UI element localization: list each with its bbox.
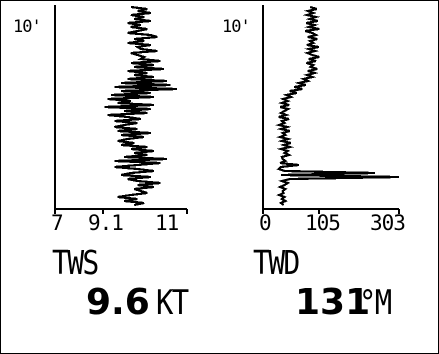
- tws-unit: KT: [156, 283, 189, 323]
- tws-trace: [104, 5, 178, 207]
- twd-tick-mid: 105: [305, 211, 341, 235]
- twd-ymax-label: 10': [222, 17, 251, 37]
- twd-unit: °M: [359, 283, 392, 323]
- twd-label: TWD: [253, 243, 300, 282]
- twd-tick-min: 0: [259, 211, 272, 235]
- twd-value: 131: [295, 282, 371, 323]
- tws-tick-mid: 9.1: [88, 211, 124, 235]
- tws-tick-max: 11: [155, 211, 179, 235]
- tws-value: 9.6: [86, 282, 150, 323]
- twd-tick-max: 303: [370, 211, 406, 235]
- tws-label: TWS: [52, 243, 99, 282]
- twd-trace: [275, 5, 400, 206]
- tws-tick-min: 7: [51, 211, 64, 235]
- tws-ymax-label: 10': [13, 17, 42, 37]
